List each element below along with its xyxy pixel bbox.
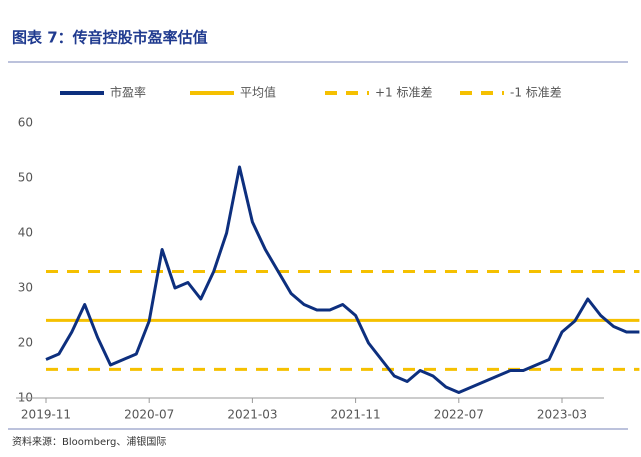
y-tick-label: 40	[18, 226, 33, 240]
source: 资料来源：Bloomberg、浦银国际	[12, 435, 166, 448]
legend-label: 市盈率	[110, 85, 146, 100]
x-tick-label: 2020-07	[124, 408, 174, 422]
y-tick-label: 50	[18, 171, 33, 185]
x-tick-label: 2021-03	[227, 408, 277, 422]
y-tick-label: 30	[18, 281, 33, 295]
x-tick-label: 2021-11	[331, 408, 381, 422]
legend-label: -1 标准差	[510, 86, 562, 100]
legend-label: 平均值	[240, 85, 276, 100]
legend-label: +1 标准差	[375, 86, 433, 100]
y-tick-label: 20	[18, 336, 33, 350]
series-line	[45, 165, 640, 394]
x-tick-label: 2019-11	[21, 408, 71, 422]
x-tick-label: 2022-07	[434, 408, 484, 422]
chart-title: 图表 7：传音控股市盈率估值	[12, 29, 208, 47]
x-tick-label: 2023-03	[537, 408, 587, 422]
y-tick-label: 60	[18, 116, 33, 130]
